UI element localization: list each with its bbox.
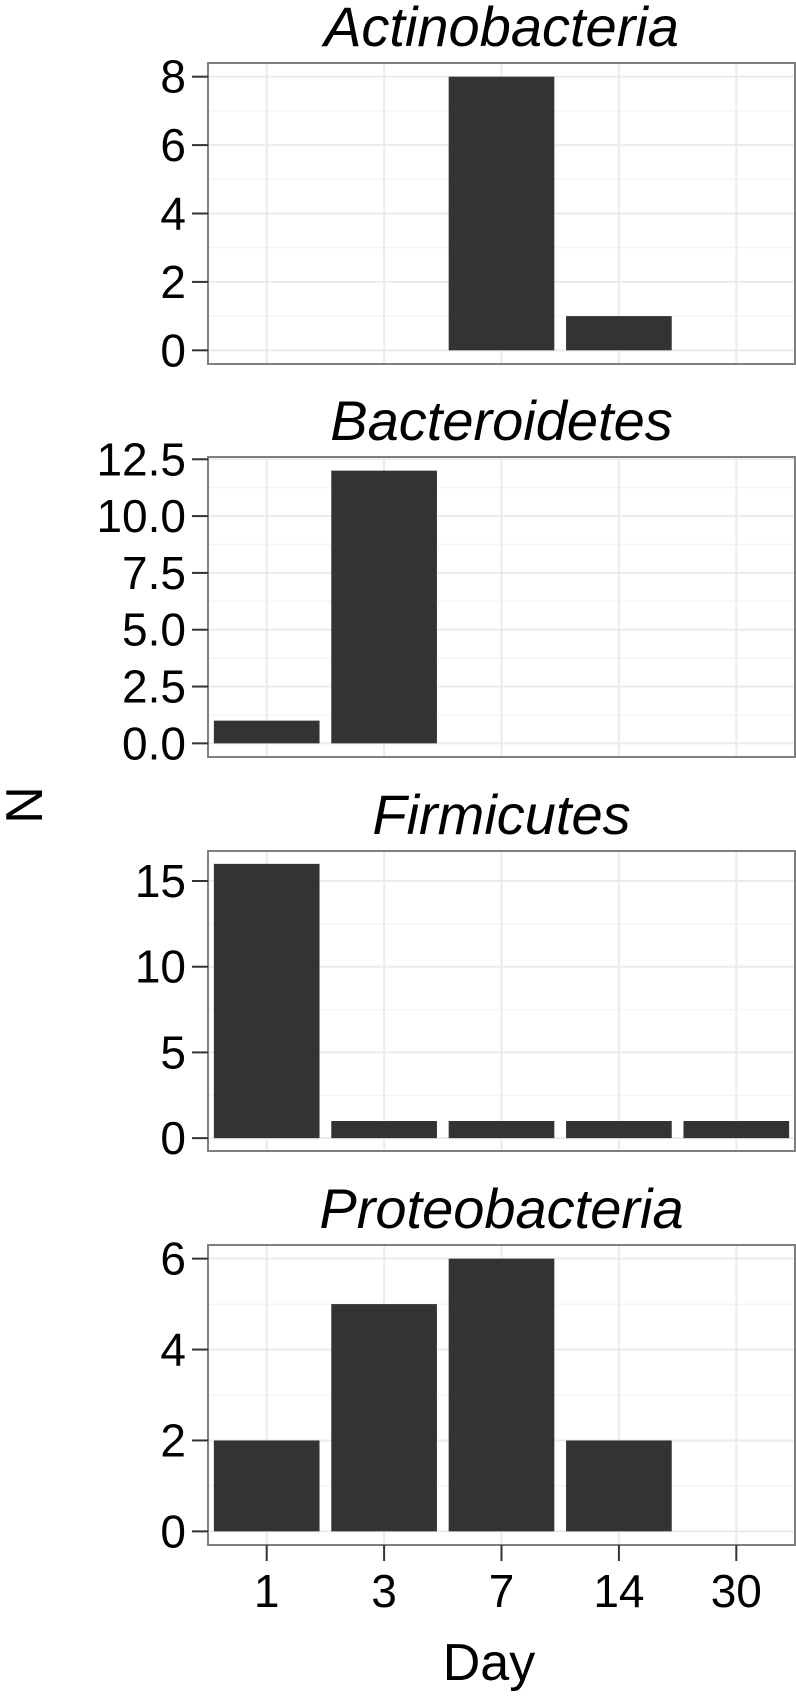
x-tick-label: 30 bbox=[711, 1565, 762, 1617]
bar-actinobacteria-day-7 bbox=[448, 76, 555, 351]
y-tick-label: 7.5 bbox=[122, 547, 186, 599]
panel-border bbox=[207, 456, 796, 758]
bar-firmicutes-day-1 bbox=[213, 863, 320, 1139]
bar-firmicutes-day-14 bbox=[566, 1121, 672, 1139]
y-tick-label: 6 bbox=[160, 1233, 186, 1285]
y-tick-label: 12.5 bbox=[96, 433, 186, 485]
bar-proteobacteria-day-1 bbox=[213, 1440, 320, 1532]
bar-firmicutes-day-3 bbox=[331, 1121, 437, 1139]
y-tick-label: 4 bbox=[160, 188, 186, 240]
y-tick-label: 0 bbox=[160, 1112, 186, 1164]
bar-firmicutes-day-30 bbox=[683, 1121, 790, 1139]
bar-proteobacteria-day-7 bbox=[448, 1258, 555, 1532]
y-tick-label: 8 bbox=[160, 51, 186, 103]
y-tick-label: 0 bbox=[160, 324, 186, 376]
facet-title: Firmicutes bbox=[372, 783, 630, 846]
y-tick-label: 2.5 bbox=[122, 661, 186, 713]
facet-title: Bacteroidetes bbox=[330, 389, 672, 452]
y-tick-label: 10.0 bbox=[96, 490, 186, 542]
bar-proteobacteria-day-14 bbox=[566, 1440, 672, 1532]
y-axis-title: N bbox=[0, 786, 54, 824]
panel-border bbox=[207, 850, 796, 1152]
bar-firmicutes-day-7 bbox=[448, 1121, 555, 1139]
y-tick-label: 2 bbox=[160, 256, 186, 308]
y-tick-label: 15 bbox=[135, 855, 186, 907]
bar-bacteroidetes-day-1 bbox=[213, 720, 320, 744]
bar-bacteroidetes-day-3 bbox=[331, 470, 437, 744]
y-tick-label: 0 bbox=[160, 1505, 186, 1557]
y-tick-label: 10 bbox=[135, 941, 186, 993]
x-axis-title: Day bbox=[443, 1634, 535, 1692]
facet-title: Proteobacteria bbox=[319, 1177, 683, 1240]
bar-actinobacteria-day-14 bbox=[566, 316, 672, 351]
x-tick-label: 7 bbox=[489, 1565, 515, 1617]
y-tick-label: 4 bbox=[160, 1324, 186, 1376]
y-tick-label: 6 bbox=[160, 119, 186, 171]
x-tick-label: 1 bbox=[254, 1565, 280, 1617]
x-tick-label: 3 bbox=[371, 1565, 397, 1617]
y-tick-label: 0.0 bbox=[122, 717, 186, 769]
x-tick-label: 14 bbox=[593, 1565, 644, 1617]
bar-proteobacteria-day-3 bbox=[331, 1304, 437, 1532]
y-tick-label: 5 bbox=[160, 1026, 186, 1078]
facet-title: Actinobacteria bbox=[321, 0, 679, 58]
y-tick-label: 5.0 bbox=[122, 604, 186, 656]
y-tick-label: 2 bbox=[160, 1414, 186, 1466]
